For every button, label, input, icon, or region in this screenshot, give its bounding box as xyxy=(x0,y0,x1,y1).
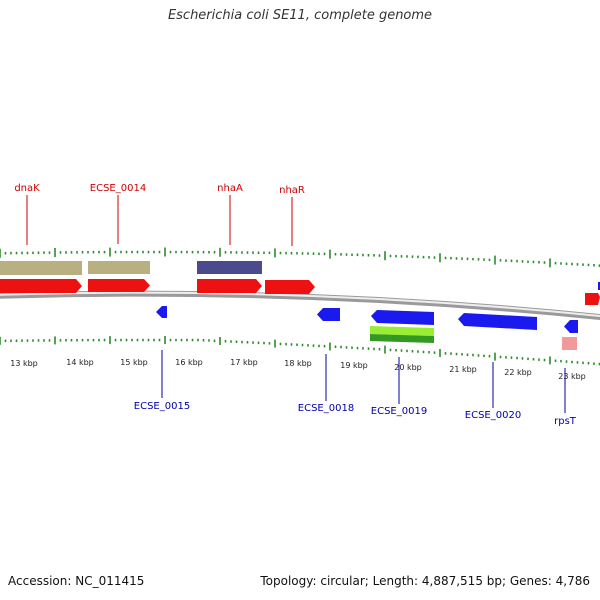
label-ecse-0014[interactable]: ECSE_0014 xyxy=(90,183,146,194)
genome-backbone xyxy=(0,290,600,321)
cds-dnak[interactable] xyxy=(0,279,82,293)
label-dnak[interactable]: dnaK xyxy=(14,183,40,194)
kbp-label: 22 kbp xyxy=(504,368,532,377)
kbp-label: 20 kbp xyxy=(394,363,422,372)
feature-ecse-0019-light[interactable] xyxy=(370,326,434,336)
feature-ecse-0019-dark[interactable] xyxy=(370,334,434,343)
outer-tick-track xyxy=(0,247,600,268)
kbp-label: 17 kbp xyxy=(230,358,258,367)
kbp-label: 16 kbp xyxy=(175,358,203,367)
kbp-label: 18 kbp xyxy=(284,359,312,368)
cds-nhar[interactable] xyxy=(265,280,315,294)
label-ecse-0019[interactable]: ECSE_0019 xyxy=(371,406,427,417)
label-ecse-0020[interactable]: ECSE_0020 xyxy=(465,410,521,421)
cds-right-edge[interactable] xyxy=(585,293,600,305)
kbp-label: 19 kbp xyxy=(340,361,368,370)
cds-rpst[interactable] xyxy=(564,320,578,333)
kbp-label: 21 kbp xyxy=(449,365,477,374)
gene-nhaa-block[interactable] xyxy=(197,261,262,274)
label-ecse-0015[interactable]: ECSE_0015 xyxy=(134,401,190,412)
label-nhar[interactable]: nhaR xyxy=(279,185,305,196)
cds-ecse-0018[interactable] xyxy=(317,308,340,321)
feature-rpst-rna[interactable] xyxy=(562,337,577,350)
genome-info-text: Topology: circular; Length: 4,887,515 bp… xyxy=(260,574,590,588)
cds-ecse-0020[interactable] xyxy=(458,313,537,330)
map-title: Escherichia coli SE11, complete genome xyxy=(167,8,433,23)
accession-text: Accession: NC_011415 xyxy=(8,574,145,588)
kbp-label: 15 kbp xyxy=(120,358,148,367)
genome-backbone-highlight xyxy=(0,291,600,317)
label-rpst[interactable]: rpsT xyxy=(554,416,577,427)
cds-ecse-0019[interactable] xyxy=(371,310,434,325)
inner-tick-track xyxy=(0,336,600,366)
cds-ecse-0014[interactable] xyxy=(88,279,150,292)
kbp-label: 14 kbp xyxy=(66,358,94,367)
cds-nhaa[interactable] xyxy=(197,279,262,293)
label-nhaa[interactable]: nhaA xyxy=(217,183,243,194)
gene-ecse-0014-block[interactable] xyxy=(88,261,150,274)
gene-dnak-block[interactable] xyxy=(0,261,82,275)
cds-ecse-0015[interactable] xyxy=(156,306,167,318)
label-ecse-0018[interactable]: ECSE_0018 xyxy=(298,403,354,414)
kbp-label: 13 kbp xyxy=(10,359,38,368)
kbp-label: 23 kbp xyxy=(558,372,586,381)
